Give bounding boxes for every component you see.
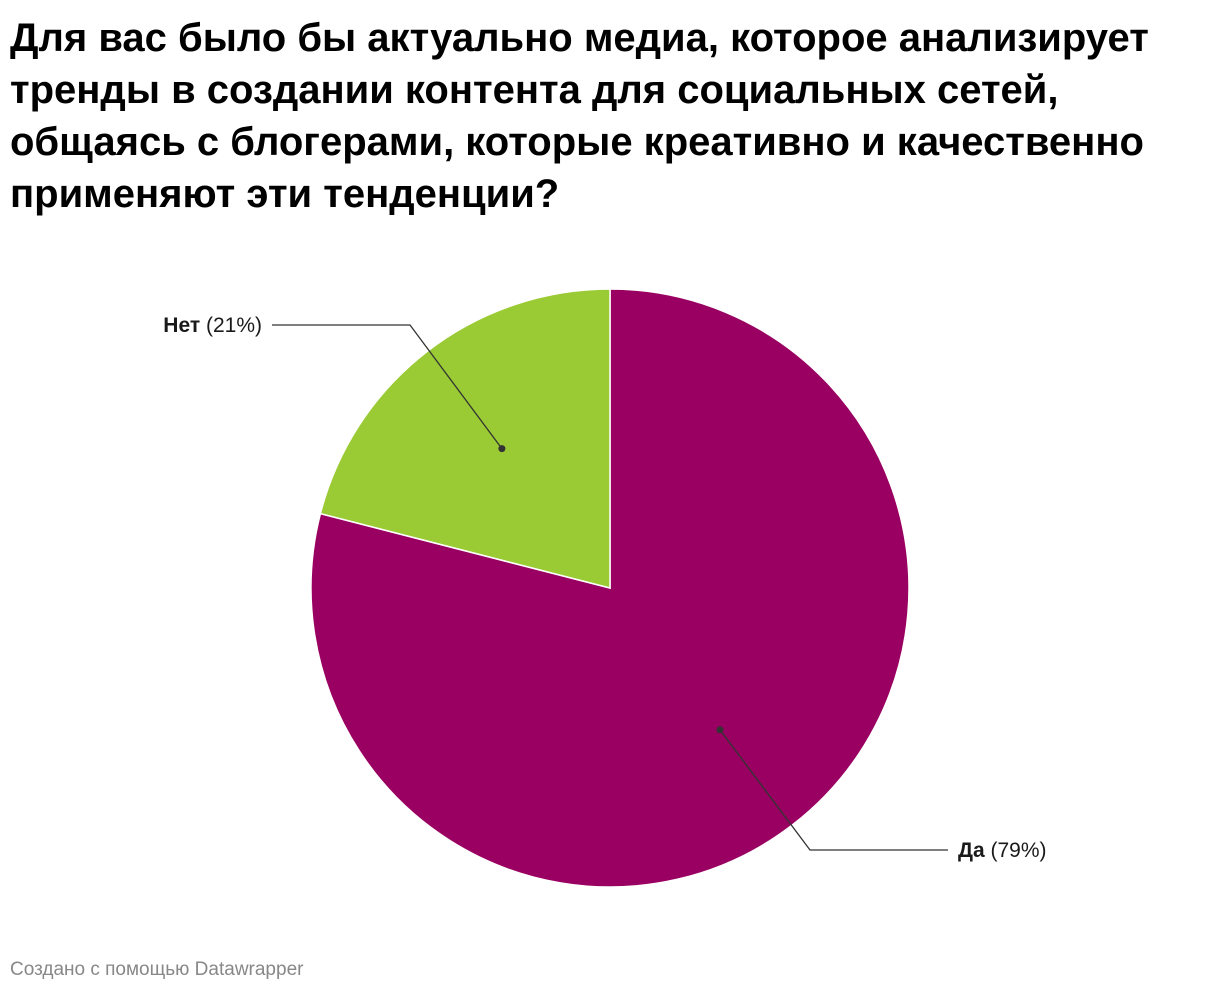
footer-credit: Создано с помощью Datawrapper xyxy=(10,959,304,980)
slice-da-label-name: Да xyxy=(958,839,985,862)
chart-title: Для вас было бы актуально медиа, которое… xyxy=(10,16,1149,216)
slice-net-leader-dot xyxy=(498,445,506,453)
slice-da-label-value: (79%) xyxy=(985,839,1047,862)
slice-net-leader-line xyxy=(272,324,503,449)
pie-callouts: Да (79%) Нет (21%) xyxy=(163,314,1046,862)
pie-slices xyxy=(310,288,910,888)
slice-net-label: Нет (21%) xyxy=(163,314,262,337)
slice-da-label: Да (79%) xyxy=(958,839,1047,862)
slice-net xyxy=(319,288,611,589)
slice-da-leader-dot xyxy=(716,726,724,734)
slice-net-label-value: (21%) xyxy=(200,314,262,337)
slice-net-label-name: Нет xyxy=(163,314,200,337)
slice-da-leader-line xyxy=(719,729,948,851)
